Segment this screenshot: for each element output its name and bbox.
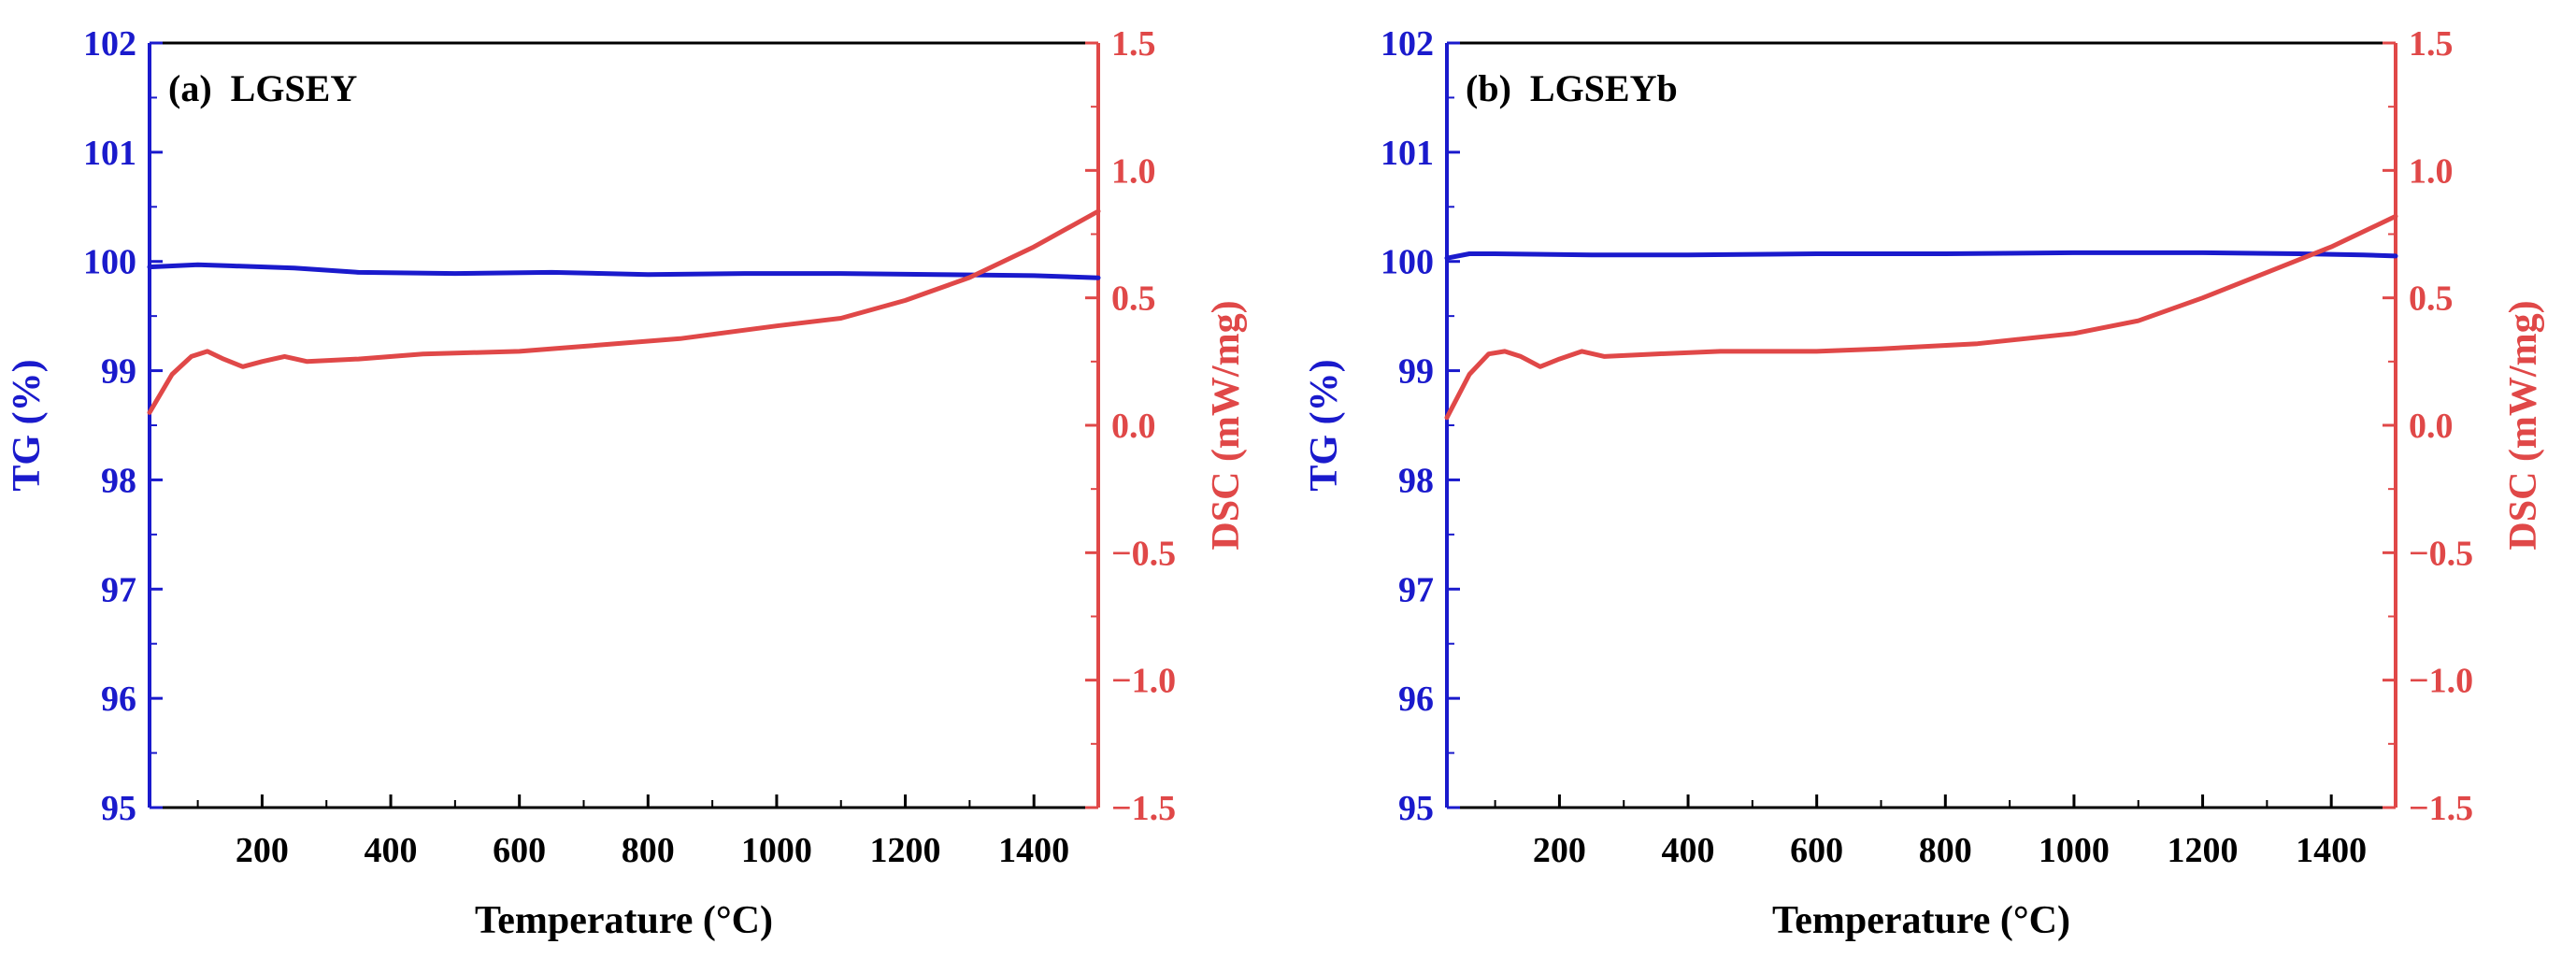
x-axis-title: Temperature (°C) xyxy=(1772,899,2070,942)
x-tick-label: 200 xyxy=(236,831,289,870)
right-y-tick-label: −1.5 xyxy=(1111,789,1176,828)
right-y-tick-label: −0.5 xyxy=(1111,534,1176,573)
left-y-tick-label: 97 xyxy=(1398,570,1434,609)
x-tick-label: 1200 xyxy=(2168,831,2239,870)
x-tick-label: 800 xyxy=(1919,831,1972,870)
x-tick-label: 1000 xyxy=(2039,831,2110,870)
right-y-tick-label: −1.0 xyxy=(1111,662,1176,701)
panel-title: (b) LGSEYb xyxy=(1466,67,1678,109)
right-y-tick-label: 0.5 xyxy=(2409,279,2454,319)
left-y-tick-label: 101 xyxy=(1381,134,1434,173)
left-y-axis-title: TG (%) xyxy=(1303,359,1346,491)
right-y-tick-label: 1.5 xyxy=(2409,24,2454,64)
dsc-curve xyxy=(1444,213,2398,421)
right-y-tick-label: 1.0 xyxy=(1111,151,1156,191)
x-tick-label: 1000 xyxy=(741,831,812,870)
x-tick-label: 200 xyxy=(1533,831,1586,870)
panel-title: (a) LGSEY xyxy=(168,67,357,109)
chart-panel-a: 200 400 600 800 1000 1200 1400 95 96 97 98 99 100 101… xyxy=(6,24,1248,942)
right-y-tick-label: 1.5 xyxy=(1111,24,1156,64)
right-y-tick-label: 0.0 xyxy=(2409,407,2454,446)
left-y-tick-label: 101 xyxy=(83,134,136,173)
left-y-tick-label: 97 xyxy=(101,570,136,609)
tg-curve xyxy=(147,262,1101,280)
x-tick-label: 600 xyxy=(493,831,546,870)
left-y-tick-label: 100 xyxy=(1381,243,1434,282)
right-y-tick-label: −1.0 xyxy=(2409,662,2473,701)
x-tick-label: 1400 xyxy=(998,831,1069,870)
left-y-tick-label: 99 xyxy=(101,352,136,392)
left-y-tick-label: 98 xyxy=(101,461,136,500)
right-y-tick-label: −0.5 xyxy=(2409,534,2473,573)
x-tick-label: 400 xyxy=(365,831,418,870)
left-y-tick-label: 95 xyxy=(101,789,136,828)
x-tick-label: 800 xyxy=(622,831,675,870)
left-y-tick-label: 102 xyxy=(1381,24,1434,64)
dsc-curve xyxy=(147,208,1101,415)
right-y-tick-label: −1.5 xyxy=(2409,789,2473,828)
right-y-tick-label: 0.0 xyxy=(1111,407,1156,446)
right-y-tick-label: 0.5 xyxy=(1111,279,1156,319)
left-y-tick-label: 95 xyxy=(1398,789,1434,828)
left-y-tick-label: 102 xyxy=(83,24,136,64)
left-y-axis-title: TG (%) xyxy=(6,359,49,491)
x-axis-title: Temperature (°C) xyxy=(475,899,773,942)
left-y-tick-label: 98 xyxy=(1398,461,1434,500)
x-tick-label: 400 xyxy=(1662,831,1715,870)
right-y-axis-title: DSC (mW/mg) xyxy=(1205,300,1248,550)
tg-curve xyxy=(1444,250,2398,261)
left-y-tick-label: 96 xyxy=(101,680,136,719)
x-tick-label: 600 xyxy=(1790,831,1843,870)
x-tick-label: 1400 xyxy=(2296,831,2367,870)
left-y-tick-label: 100 xyxy=(83,243,136,282)
left-y-tick-label: 96 xyxy=(1398,680,1434,719)
right-y-axis-title: DSC (mW/mg) xyxy=(2502,300,2545,550)
right-y-tick-label: 1.0 xyxy=(2409,151,2454,191)
left-y-tick-label: 99 xyxy=(1398,352,1434,392)
x-tick-label: 1200 xyxy=(870,831,941,870)
chart-panel-b: 200 400 600 800 1000 1200 1400 95 96 97 98 99 100 101… xyxy=(1303,24,2545,942)
